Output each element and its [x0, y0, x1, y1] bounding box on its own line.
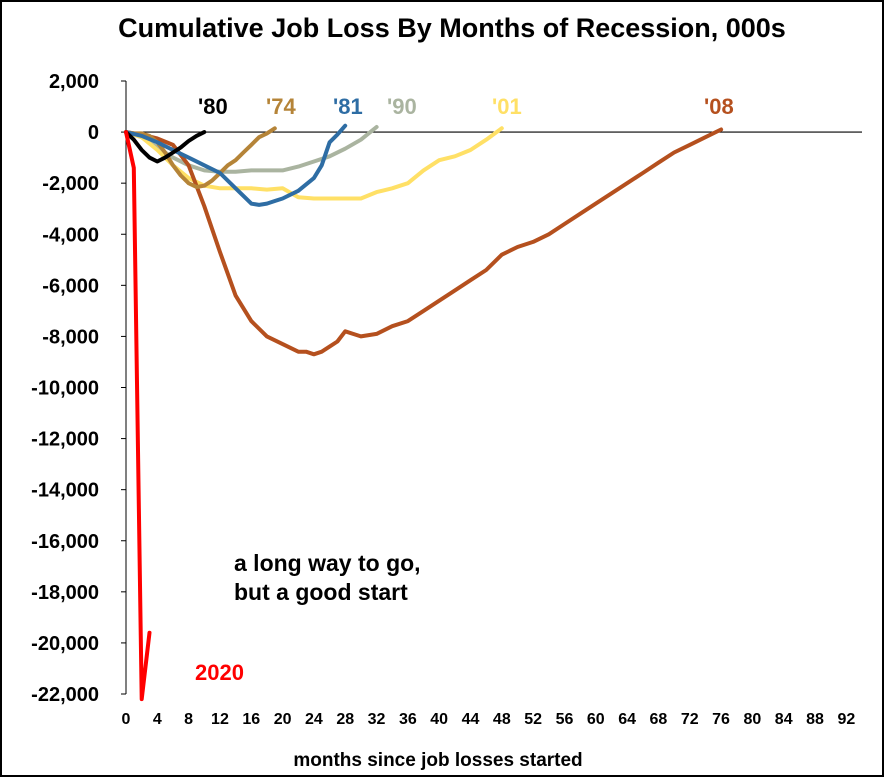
- x-tick-label: 92: [837, 711, 855, 728]
- x-tick-label: 80: [743, 711, 761, 728]
- x-tick-label: 36: [399, 711, 417, 728]
- annotation-line-1: a long way to go,: [234, 550, 421, 576]
- series-line-81: [124, 123, 348, 207]
- x-tick-label: 64: [618, 711, 636, 728]
- x-tick-label: 68: [650, 711, 668, 728]
- x-tick-label: 44: [462, 711, 480, 728]
- x-tick-label: 8: [184, 711, 193, 728]
- y-tick-label: -14,000: [31, 480, 99, 502]
- x-tick-label: 60: [587, 711, 605, 728]
- x-tick-label: 16: [242, 711, 260, 728]
- x-axis: 0 4 8 12 16 20 24 28 32 36 40 44 48 52 56 60 64 68 72 76 80 8…: [122, 131, 862, 728]
- y-axis: 2,000 0 -2,000 -4,000 -6,000 -8,000 -10,000 -12…: [31, 71, 127, 706]
- series-label-2020: 2020: [195, 660, 244, 685]
- y-tick-label: -6,000: [42, 275, 99, 297]
- x-tick-label: 48: [493, 711, 511, 728]
- series-line-08: [124, 127, 724, 357]
- x-tick-label: 84: [775, 711, 793, 728]
- x-tick-label: 76: [712, 711, 730, 728]
- x-tick-label: 28: [336, 711, 354, 728]
- x-tick-label: 24: [305, 711, 323, 728]
- x-tick-label: 56: [556, 711, 574, 728]
- x-tick-label: 72: [681, 711, 699, 728]
- series-line-80: [124, 130, 207, 164]
- series-layer: [124, 123, 724, 702]
- y-tick-label: 2,000: [49, 71, 99, 93]
- chart-title: Cumulative Job Loss By Months of Recessi…: [118, 13, 786, 43]
- series-labels: '80 '74 '81 '90 '01 '08 2020: [195, 94, 734, 685]
- series-line-01: [124, 126, 504, 201]
- x-tick-label: 20: [274, 711, 292, 728]
- y-tick-label: -8,000: [42, 326, 99, 348]
- y-tick-label: 0: [88, 122, 99, 144]
- y-tick-label: -18,000: [31, 582, 99, 604]
- x-tick-label: 88: [806, 711, 824, 728]
- x-tick-label: 32: [368, 711, 386, 728]
- y-tick-label: -2,000: [42, 173, 99, 195]
- y-tick-label: -20,000: [31, 633, 99, 655]
- y-tick-label: -16,000: [31, 531, 99, 553]
- y-tick-label: -22,000: [31, 684, 99, 706]
- series-label-80: '80: [198, 94, 228, 119]
- series-label-74: '74: [266, 94, 296, 119]
- series-label-08: '08: [704, 94, 734, 119]
- x-tick-label: 52: [524, 711, 542, 728]
- annotation-line-2: but a good start: [234, 579, 408, 605]
- series-label-01: '01: [492, 94, 522, 119]
- x-tick-label: 40: [430, 711, 448, 728]
- x-tick-label: 12: [211, 711, 229, 728]
- x-axis-label: months since job losses started: [293, 750, 582, 771]
- x-tick-label: 0: [122, 711, 131, 728]
- y-tick-label: -4,000: [42, 224, 99, 246]
- series-line-74: [124, 126, 277, 189]
- series-label-90: '90: [387, 94, 417, 119]
- x-tick-label: 4: [153, 711, 162, 728]
- y-tick-label: -12,000: [31, 429, 99, 451]
- series-label-81: '81: [333, 94, 363, 119]
- y-tick-label: -10,000: [31, 378, 99, 400]
- series-line-2020: [124, 130, 152, 702]
